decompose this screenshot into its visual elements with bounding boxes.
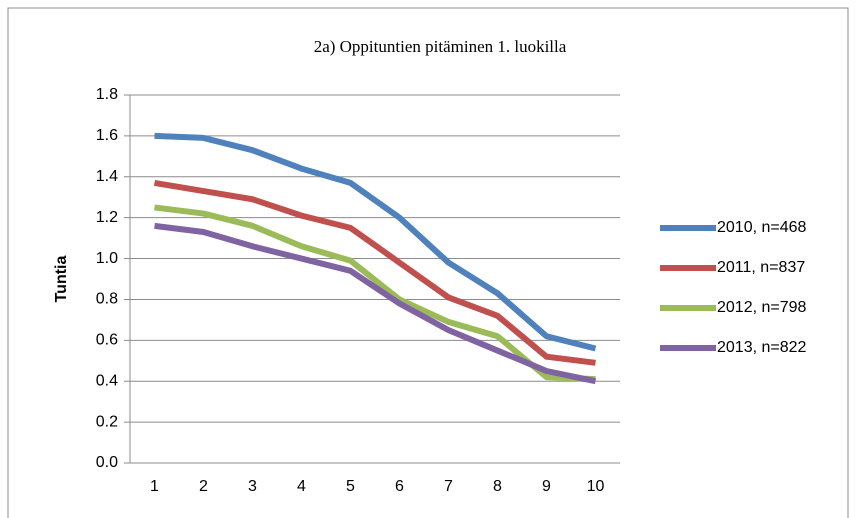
x-tick-label: 2: [199, 478, 208, 495]
series-line: [154, 179, 596, 366]
x-tick-label: 6: [395, 478, 404, 495]
legend-label: 2011, n=837: [717, 259, 805, 276]
x-tick-label: 8: [493, 478, 502, 495]
y-tick-label: 1.8: [96, 86, 118, 103]
x-tick-label: 5: [346, 478, 355, 495]
x-tick-label: 3: [248, 478, 257, 495]
series-line: [154, 204, 596, 383]
y-tick-label: 0.8: [96, 291, 118, 308]
legend-label: 2013, n=822: [717, 339, 807, 356]
y-tick-label: 0.0: [96, 454, 118, 471]
x-tick-label: 1: [150, 478, 159, 495]
y-tick-label: 1.6: [96, 127, 118, 144]
x-tick-label: 9: [542, 478, 551, 495]
y-tick-label: 0.4: [96, 372, 118, 389]
y-tick-label: 0.6: [96, 332, 118, 349]
legend-label: 2012, n=798: [717, 299, 807, 316]
x-tick-label: 7: [444, 478, 453, 495]
y-tick-label: 1.0: [96, 250, 118, 267]
y-axis-label: Tuntia: [53, 256, 70, 303]
y-tick-label: 1.4: [96, 168, 118, 185]
legend-label: 2010, n=468: [717, 219, 807, 236]
series-line: [154, 222, 597, 385]
x-tick-label: 4: [297, 478, 306, 495]
series-line: [154, 132, 597, 352]
y-tick-label: 0.2: [96, 413, 118, 430]
y-tick-label: 1.2: [96, 209, 118, 226]
x-tick-label: 10: [587, 478, 605, 495]
chart-frame: [7, 7, 849, 518]
chart-title: 2a) Oppituntien pitäminen 1. luokilla: [314, 37, 567, 56]
